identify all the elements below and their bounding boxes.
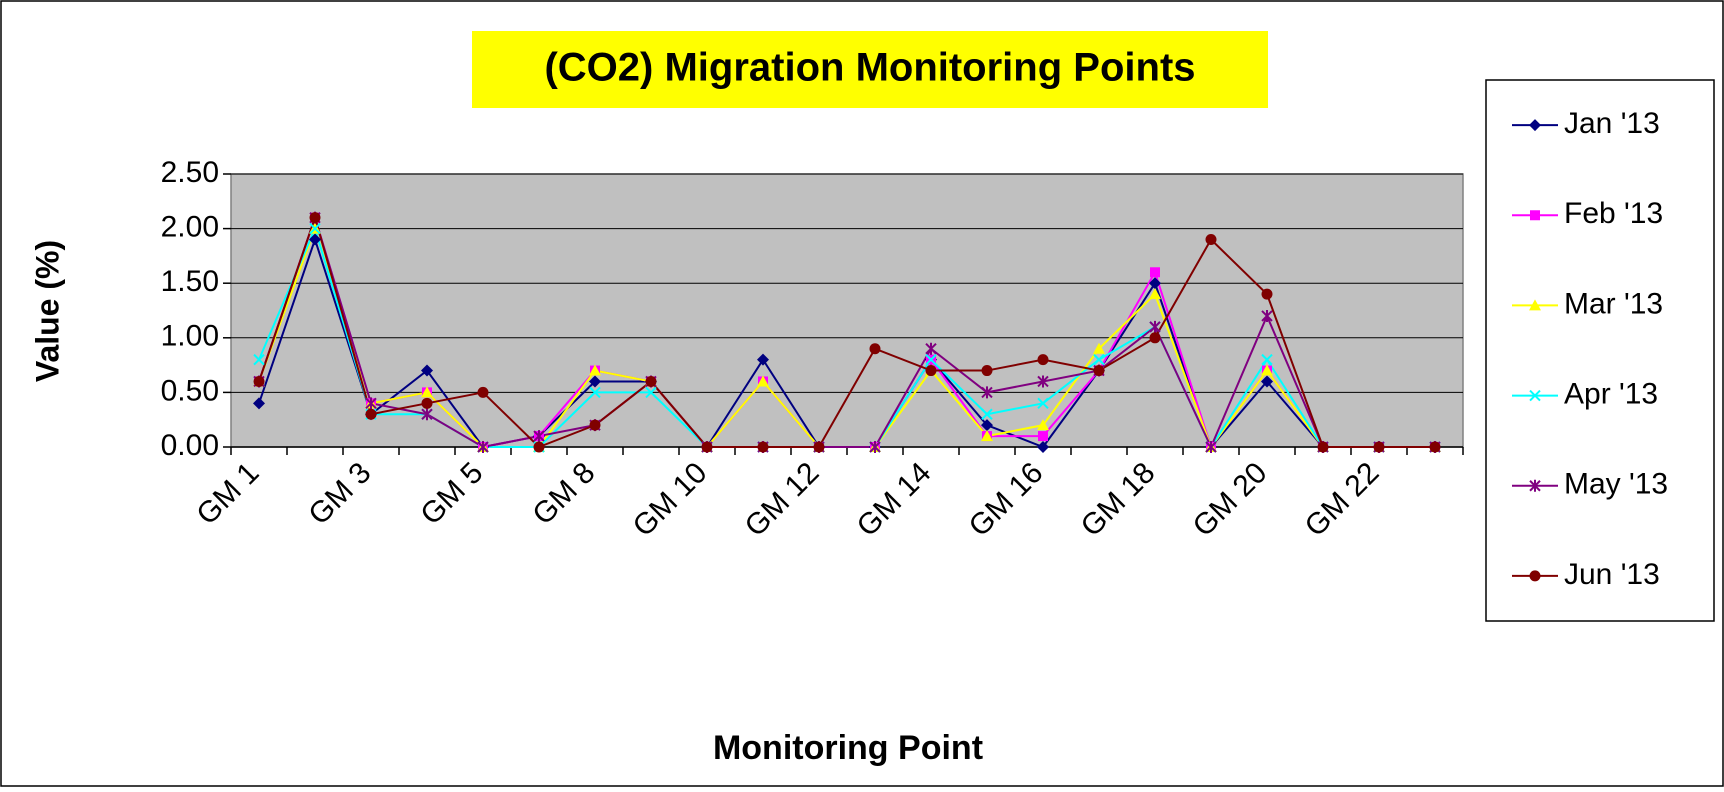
data-point [813, 441, 825, 453]
y-tick-label: 1.50 [161, 265, 219, 298]
data-point [1037, 397, 1049, 410]
data-point [645, 375, 657, 387]
data-point [1149, 332, 1161, 344]
data-point [757, 353, 769, 366]
title-background [472, 31, 1268, 108]
data-point [477, 441, 489, 453]
y-axis-title: Value (%) [29, 240, 65, 382]
legend-marker [1529, 119, 1541, 132]
data-point [533, 430, 545, 443]
data-point [1038, 431, 1048, 442]
data-point [309, 222, 321, 235]
data-point [757, 375, 769, 387]
data-point [1149, 277, 1161, 290]
data-point [1317, 441, 1329, 453]
legend-label: Feb '13 [1564, 197, 1663, 230]
series-line [258, 214, 1435, 449]
data-point [981, 386, 993, 399]
legend-label: Jun '13 [1564, 558, 1660, 591]
data-point [1093, 365, 1105, 377]
data-point [253, 353, 265, 366]
data-point [421, 364, 433, 377]
data-point [757, 441, 769, 453]
data-point [981, 419, 993, 432]
legend-marker [1529, 389, 1541, 402]
data-point [589, 419, 601, 431]
y-tick-label: 2.00 [161, 211, 219, 244]
data-point [365, 397, 377, 410]
data-point [421, 397, 433, 409]
data-point [981, 430, 993, 442]
legend-label: Mar '13 [1564, 287, 1663, 320]
data-point [1261, 288, 1273, 300]
data-point [645, 386, 657, 399]
data-point [1429, 441, 1441, 453]
data-point [1037, 354, 1049, 366]
data-point [1205, 234, 1217, 246]
x-axis-title: Monitoring Point [713, 729, 983, 767]
legend [1485, 79, 1715, 622]
data-point [1261, 375, 1273, 388]
data-point [533, 441, 545, 453]
data-point [981, 365, 993, 377]
legend-label: Jan '13 [1564, 107, 1660, 140]
data-point [365, 408, 377, 420]
data-point [1149, 320, 1161, 333]
legend-marker [1530, 210, 1540, 221]
data-point [1037, 441, 1049, 453]
y-tick-label: 1.00 [161, 320, 219, 353]
y-tick-label: 2.50 [161, 156, 219, 189]
y-tick-label: 0.50 [161, 374, 219, 407]
legend-label: Apr '13 [1564, 378, 1658, 411]
data-point [309, 212, 321, 224]
data-point [1261, 309, 1273, 322]
data-point [1150, 267, 1160, 278]
legend-marker [1529, 299, 1541, 311]
data-point [1373, 441, 1385, 453]
legend-marker [1529, 479, 1541, 492]
data-point [253, 397, 265, 410]
legend-marker [1529, 570, 1541, 582]
y-tick-label: 0.00 [161, 429, 219, 462]
series-line [258, 214, 1435, 450]
data-point [589, 375, 601, 388]
data-point [925, 342, 937, 355]
data-point [1093, 342, 1105, 354]
data-point [1261, 353, 1273, 366]
data-point [253, 375, 265, 387]
legend-label: May '13 [1564, 468, 1668, 501]
data-point [1037, 419, 1049, 431]
data-point [701, 441, 713, 453]
data-point [1093, 353, 1105, 366]
data-point [589, 386, 601, 399]
chart-title: (CO2) Migration Monitoring Points [544, 46, 1195, 90]
data-point [1205, 441, 1217, 453]
data-point [421, 386, 433, 398]
data-point [925, 365, 937, 377]
data-point [421, 408, 433, 421]
data-point [869, 343, 881, 355]
data-point [1261, 364, 1273, 376]
data-point [1037, 375, 1049, 388]
data-point [589, 364, 601, 376]
data-point [1149, 288, 1161, 300]
data-point [309, 233, 321, 246]
data-point [925, 353, 937, 366]
data-point [477, 386, 489, 398]
data-point [981, 408, 993, 420]
data-point [869, 441, 881, 453]
